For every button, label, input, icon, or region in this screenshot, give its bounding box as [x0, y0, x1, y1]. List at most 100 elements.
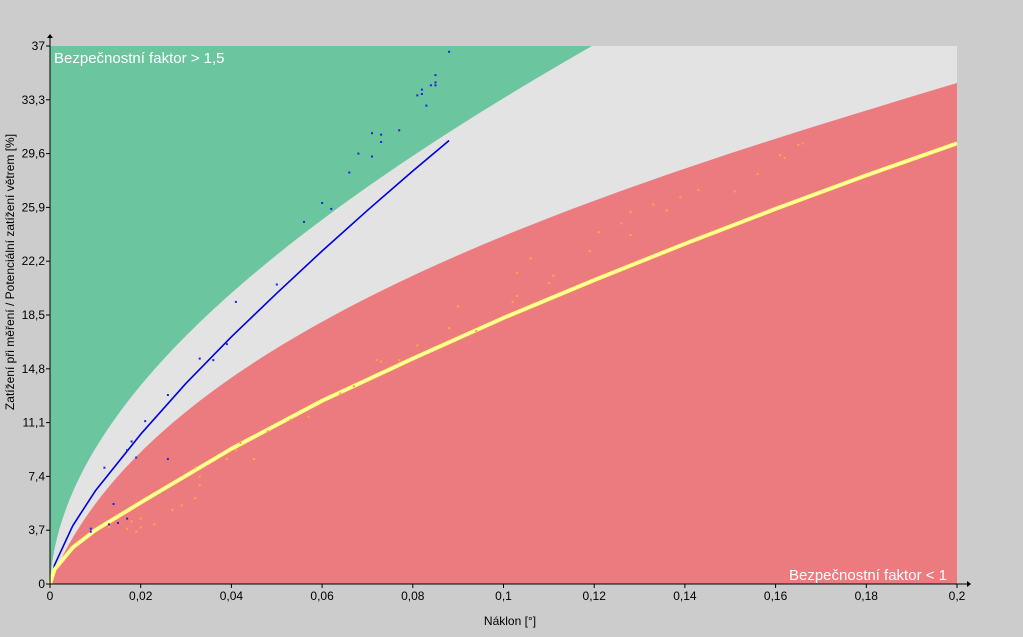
data-point-orange	[457, 305, 460, 308]
data-point-blue	[225, 343, 228, 346]
data-point-blue	[126, 517, 129, 520]
data-point-blue	[126, 449, 129, 452]
y-tick-label: 0	[38, 577, 45, 591]
data-point-orange	[756, 173, 759, 175]
data-point-orange	[511, 300, 514, 303]
x-tick-label: 0,04	[220, 589, 244, 603]
zone-safe	[50, 46, 592, 584]
data-point-orange	[416, 344, 419, 347]
data-point-orange	[547, 282, 550, 284]
data-point-blue	[429, 84, 432, 87]
x-tick-label: 0	[47, 589, 54, 603]
fit-curve-yellow-core	[49, 142, 958, 585]
data-point-orange	[665, 209, 668, 212]
y-tick-label: 3,7	[28, 523, 45, 537]
data-point-blue	[144, 420, 147, 423]
data-point-orange	[801, 142, 804, 145]
data-point-orange	[352, 385, 355, 388]
data-point-orange	[266, 430, 269, 433]
data-point-orange	[289, 418, 292, 421]
x-tick-label: 0,12	[583, 589, 607, 603]
data-point-blue	[398, 129, 401, 132]
y-tick-label: 22,2	[22, 254, 46, 268]
zone-unsafe	[50, 83, 957, 584]
data-point-blue	[103, 466, 106, 469]
data-point-blue	[112, 503, 115, 505]
data-point-blue	[130, 440, 133, 443]
data-point-blue	[416, 94, 419, 97]
data-point-blue	[303, 220, 305, 223]
data-point-orange	[194, 466, 197, 469]
data-point-blue	[380, 133, 383, 136]
data-point-orange	[475, 330, 478, 332]
y-tick-label: 25,9	[22, 200, 46, 214]
data-point-blue	[135, 456, 138, 459]
data-point-orange	[234, 449, 237, 452]
x-tick-label: 0,02	[129, 589, 153, 603]
data-point-orange	[588, 250, 591, 252]
data-point-blue	[89, 530, 92, 533]
data-point-blue	[166, 458, 169, 460]
data-point-blue	[380, 141, 383, 143]
x-tick-label: 0,14	[673, 589, 697, 603]
data-point-orange	[180, 504, 183, 507]
data-point-orange	[108, 526, 110, 529]
y-tick-label: 33,3	[22, 93, 46, 107]
x-tick-label: 0,18	[855, 589, 879, 603]
x-tick-label: 0,16	[764, 589, 788, 603]
y-tick-label: 7,4	[28, 469, 45, 483]
x-tick-label: 0,2	[949, 589, 966, 603]
x-axis-label: Náklon [°]	[484, 614, 536, 628]
data-point-blue	[448, 50, 451, 53]
data-point-orange	[629, 210, 632, 213]
data-point-blue	[420, 93, 423, 95]
data-point-orange	[516, 271, 519, 274]
data-point-orange	[797, 143, 800, 146]
data-point-orange	[225, 458, 228, 460]
data-point-orange	[126, 527, 129, 530]
data-point-orange	[194, 497, 197, 500]
data-point-orange	[697, 189, 700, 191]
y-tick-label: 18,5	[22, 308, 46, 322]
data-point-blue	[275, 283, 278, 286]
data-point-orange	[516, 295, 519, 298]
data-point-orange	[153, 523, 156, 526]
y-tick-label: 11,1	[23, 416, 46, 430]
x-tick-label: 0,1	[495, 589, 512, 603]
data-point-blue	[198, 357, 201, 360]
data-point-blue	[89, 527, 92, 530]
data-point-blue	[357, 152, 360, 155]
x-tick-label: 0,08	[401, 589, 425, 603]
data-point-orange	[139, 517, 142, 520]
data-point-orange	[375, 359, 378, 362]
safe-zone-label: Bezpečnostní faktor > 1,5	[54, 50, 225, 67]
data-point-orange	[733, 190, 736, 193]
data-point-blue	[348, 171, 351, 174]
data-point-blue	[371, 155, 373, 158]
data-point-blue	[420, 88, 423, 91]
axes-layer: 0 0,02 0,04 0,06 0,08 0,1 0,12 0,14 0,16 0,18 0,2 0…	[22, 34, 971, 603]
data-point-orange	[135, 530, 138, 533]
y-tick-label: 37	[32, 39, 46, 53]
data-point-orange	[652, 203, 655, 206]
data-point-orange	[239, 442, 242, 444]
data-point-blue	[434, 74, 437, 77]
data-point-orange	[307, 415, 310, 418]
y-tick-label: 29,6	[22, 147, 46, 161]
data-point-orange	[779, 154, 782, 157]
data-point-orange	[620, 222, 623, 225]
data-point-orange	[130, 520, 133, 523]
data-point-orange	[139, 526, 142, 529]
data-point-orange	[448, 327, 451, 330]
data-point-orange	[398, 359, 401, 362]
data-point-blue	[434, 84, 437, 87]
data-point-blue	[108, 523, 110, 526]
data-point-blue	[330, 207, 333, 210]
data-point-blue	[117, 521, 119, 524]
y-axis-arrow-icon	[47, 34, 53, 38]
data-point-orange	[679, 196, 682, 199]
data-point-orange	[253, 458, 256, 460]
data-point-blue	[371, 132, 373, 135]
data-point-orange	[629, 234, 632, 236]
